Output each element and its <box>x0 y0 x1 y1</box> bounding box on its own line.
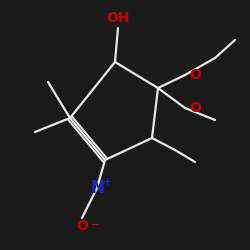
Text: +: + <box>102 177 112 187</box>
Text: O: O <box>189 101 201 115</box>
Text: O: O <box>76 219 88 233</box>
Text: −: − <box>91 220 101 230</box>
Text: O: O <box>189 68 201 82</box>
Text: OH: OH <box>106 11 130 25</box>
Text: N: N <box>90 179 104 197</box>
